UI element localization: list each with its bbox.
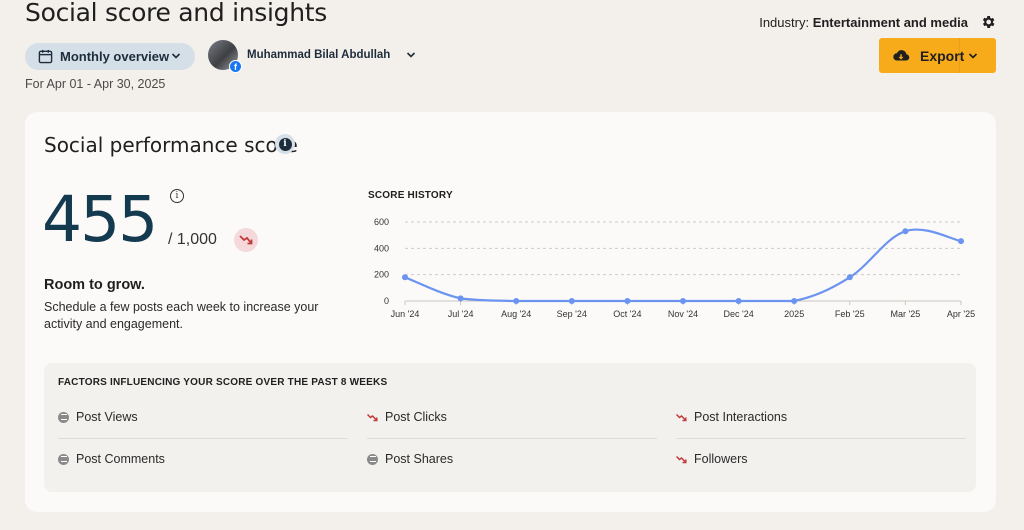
- data-point: [958, 238, 964, 245]
- chevron-down-icon: [171, 53, 181, 59]
- x-tick-label: Dec '24: [723, 309, 753, 319]
- status-description: Schedule a few posts each week to increa…: [44, 300, 319, 331]
- export-divider: [959, 38, 960, 73]
- y-tick-label: 400: [374, 243, 389, 253]
- data-point: [402, 274, 408, 281]
- account-name: Muhammad Bilal Abdullah: [247, 49, 391, 61]
- factor-item: Post Comments: [58, 438, 348, 480]
- factors-title: FACTORS INFLUENCING YOUR SCORE OVER THE …: [58, 377, 388, 388]
- export-label: Export: [920, 47, 965, 64]
- trend-neutral-icon: [58, 453, 69, 465]
- avatar: f: [208, 40, 242, 73]
- x-tick-label: Sep '24: [557, 309, 587, 319]
- gear-icon[interactable]: [980, 14, 996, 30]
- data-point: [846, 274, 853, 281]
- trend-neutral-icon: [367, 453, 378, 465]
- factor-divider: [58, 438, 348, 439]
- cloud-download-icon: [893, 49, 910, 61]
- factor-item: Post Shares: [367, 438, 657, 480]
- chevron-down-icon[interactable]: [968, 51, 978, 61]
- data-point: [735, 298, 742, 304]
- factor-divider: [367, 438, 657, 439]
- data-point: [624, 298, 631, 304]
- x-tick-label: Apr '25: [947, 309, 975, 319]
- data-point: [568, 298, 575, 304]
- factor-label: Post Views: [76, 410, 138, 424]
- card-title: Social performance score: [44, 133, 298, 157]
- x-tick-label: Jul '24: [448, 309, 474, 319]
- factor-divider: [676, 438, 966, 439]
- trend-down-icon: [234, 228, 258, 252]
- page-title: Social score and insights: [25, 0, 327, 27]
- factor-item: Post Views: [58, 396, 348, 438]
- y-tick-label: 0: [384, 296, 389, 306]
- trend-down-icon: [367, 412, 378, 423]
- social-performance-card: Social performance score i 455 i / 1,000…: [25, 112, 996, 512]
- factor-label: Post Shares: [385, 452, 454, 466]
- factors-panel: FACTORS INFLUENCING YOUR SCORE OVER THE …: [44, 363, 976, 492]
- x-tick-label: Mar '25: [891, 309, 921, 319]
- data-point: [513, 298, 520, 304]
- y-tick-label: 200: [374, 270, 389, 280]
- factor-item: Followers: [676, 438, 966, 480]
- industry-value: Entertainment and media: [812, 15, 968, 30]
- series-line: [404, 228, 962, 303]
- y-tick-label: 600: [374, 217, 389, 227]
- score-value: 455: [42, 183, 158, 256]
- data-point: [791, 298, 798, 304]
- account-selector[interactable]: f Muhammad Bilal Abdullah: [208, 40, 416, 73]
- calendar-icon: [38, 49, 53, 64]
- export-button[interactable]: Export: [879, 38, 996, 73]
- data-point: [680, 298, 686, 304]
- data-point: [902, 228, 909, 235]
- trend-neutral-icon: [58, 411, 69, 423]
- factor-label: Followers: [694, 452, 748, 466]
- x-tick-label: Nov '24: [668, 309, 698, 319]
- facebook-icon: f: [229, 60, 242, 73]
- info-icon[interactable]: i: [170, 189, 184, 203]
- chevron-down-icon: [407, 52, 416, 58]
- score-history-chart: 0 200 400 600 Jun '24 Jul '24 Aug '24 Sep '24 Oc…: [374, 217, 975, 319]
- info-icon[interactable]: i: [275, 134, 295, 154]
- factor-label: Post Clicks: [385, 410, 447, 424]
- x-tick-label: Jun '24: [391, 309, 420, 319]
- factor-label: Post Interactions: [694, 410, 788, 424]
- trend-down-icon: [676, 412, 687, 423]
- monthly-overview-dropdown[interactable]: Monthly overview: [25, 43, 195, 70]
- overview-label: Monthly overview: [60, 49, 170, 64]
- industry-info: Industry: Entertainment and media: [759, 15, 968, 30]
- data-point: [457, 295, 464, 302]
- trend-down-icon: [676, 454, 687, 465]
- industry-label: Industry:: [759, 15, 810, 30]
- factor-item: Post Clicks: [367, 396, 657, 438]
- score-max: / 1,000: [168, 231, 217, 248]
- factor-label: Post Comments: [76, 452, 165, 466]
- x-tick-label: Feb '25: [835, 309, 865, 319]
- chart-title: SCORE HISTORY: [368, 190, 453, 201]
- date-range: For Apr 01 - Apr 30, 2025: [25, 77, 166, 91]
- x-tick-label: Aug '24: [501, 309, 531, 319]
- status-heading: Room to grow.: [44, 277, 145, 293]
- factor-item: Post Interactions: [676, 396, 966, 438]
- x-tick-label: Oct '24: [613, 309, 641, 319]
- x-tick-label: 2025: [784, 309, 804, 319]
